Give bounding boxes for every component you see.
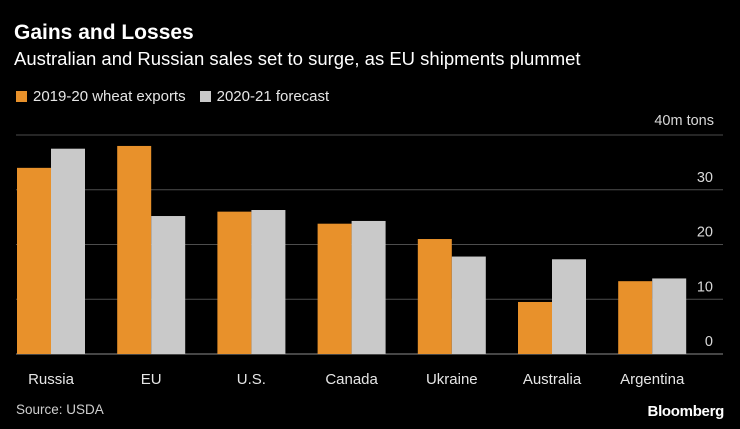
bar-us-series-1 <box>217 211 252 354</box>
source-note: Source: USDA <box>16 402 104 417</box>
y-unit-label: 40m tons <box>654 113 714 129</box>
x-tick-label-canada: Canada <box>325 371 378 388</box>
x-tick-label-us: U.S. <box>237 371 266 388</box>
chart-title: Gains and Losses <box>14 21 194 44</box>
y-tick-label-20: 20 <box>697 225 713 241</box>
y-tick-label-0: 0 <box>705 334 713 350</box>
bar-eu-series-1 <box>117 145 152 354</box>
bar-eu-series-2 <box>151 216 186 354</box>
bar-canada-series-1 <box>317 223 352 354</box>
y-tick-label-10: 10 <box>697 279 713 295</box>
bar-australia-series-1 <box>518 301 552 354</box>
x-tick-label-australia: Australia <box>523 371 582 388</box>
bar-us-series-2 <box>251 210 286 354</box>
bar-ukraine-series-1 <box>417 239 452 354</box>
bar-russia-series-1 <box>17 167 51 354</box>
legend-item-series-2: 2020-21 forecast <box>199 88 330 105</box>
legend-item-series-1: 2019-20 wheat exports <box>16 88 186 105</box>
bar-australia-series-2 <box>552 259 586 354</box>
legend-swatch-series-1 <box>16 91 27 102</box>
x-tick-label-russia: Russia <box>28 371 75 388</box>
bar-argentina-series-2 <box>652 278 687 354</box>
y-tick-label-30: 30 <box>697 170 713 186</box>
x-tick-label-ukraine: Ukraine <box>426 371 478 388</box>
legend-swatch-series-2 <box>199 91 211 102</box>
legend-label-series-1: 2019-20 wheat exports <box>33 88 186 105</box>
x-tick-label-argentina: Argentina <box>620 371 685 388</box>
legend: 2019-20 wheat exports 2020-21 forecast <box>16 88 343 105</box>
chart-subtitle: Australian and Russian sales set to surg… <box>14 48 581 69</box>
bloomberg-logo: Bloomberg <box>647 403 725 420</box>
x-tick-label-eu: EU <box>141 371 162 388</box>
bar-canada-series-2 <box>351 220 386 354</box>
bar-argentina-series-1 <box>618 281 653 354</box>
bar-ukraine-series-2 <box>451 256 486 354</box>
legend-label-series-2: 2020-21 forecast <box>216 88 330 105</box>
bar-russia-series-2 <box>51 148 85 354</box>
